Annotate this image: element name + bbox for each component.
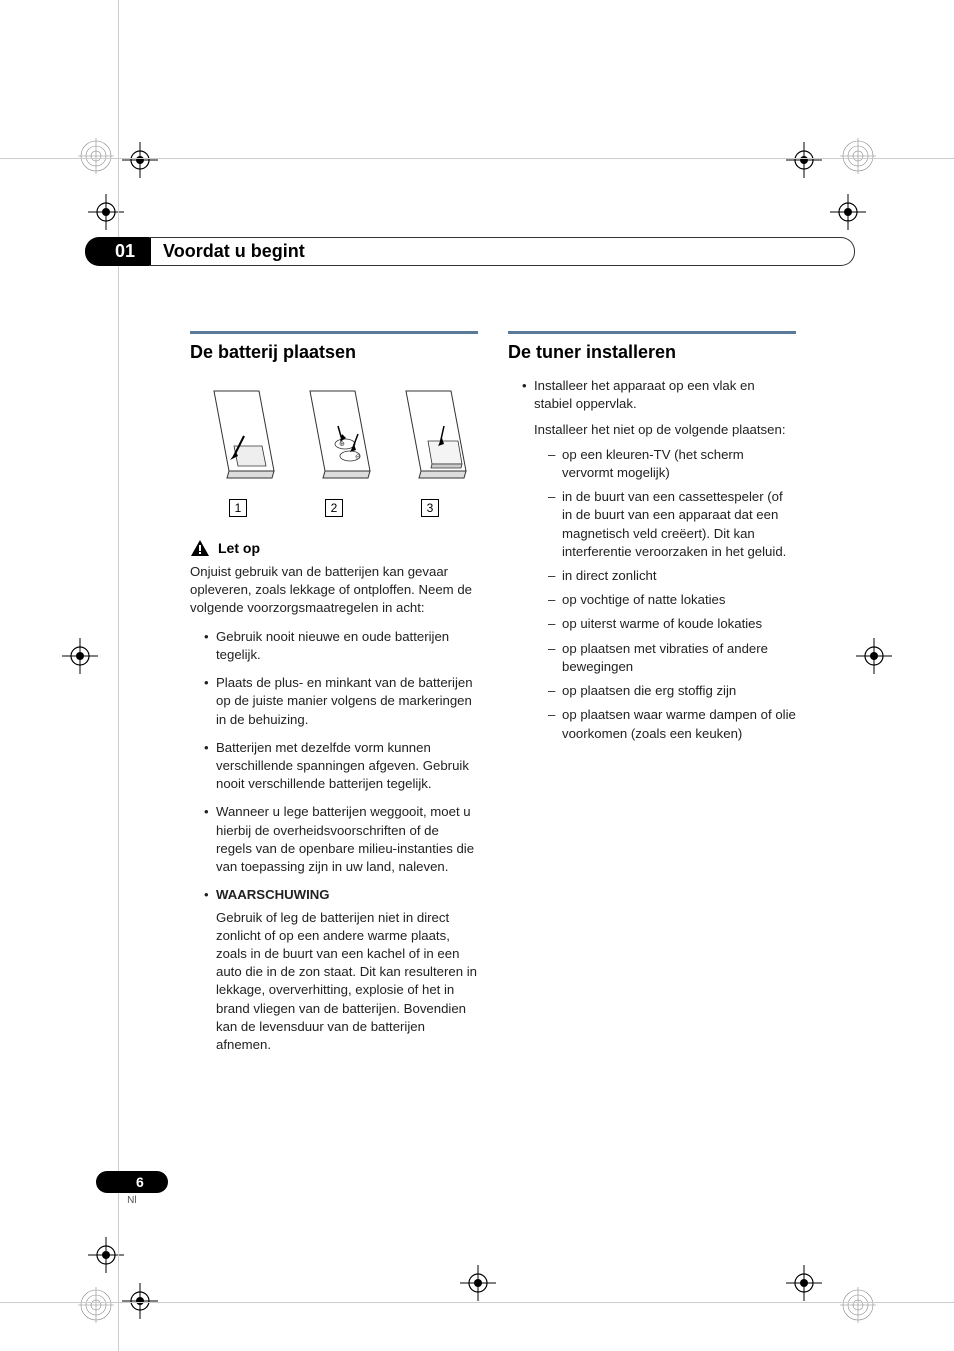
step-number: 3 <box>421 499 439 517</box>
list-item: op plaatsen die erg stoffig zijn <box>548 682 796 700</box>
diagram-step-1: 1 <box>196 380 280 517</box>
list-item: Batterijen met dezelfde vorm kunnen vers… <box>204 739 478 794</box>
section-rule <box>190 331 478 334</box>
list-item: op plaatsen waar warme dampen of olie vo… <box>548 706 796 742</box>
caution-label: Let op <box>218 540 260 556</box>
chapter-title-container: Voordat u begint <box>149 237 855 266</box>
list-item: in de buurt van een cassettespeler (of i… <box>548 488 796 561</box>
crosshair-icon <box>856 638 892 674</box>
chapter-number-badge: 01 <box>85 237 151 266</box>
list-item: Wanneer u lege batterijen weggooit, moet… <box>204 803 478 876</box>
battery-diagram: 1 ⊕ ⊖ <box>190 377 478 517</box>
chapter-title: Voordat u begint <box>163 241 305 261</box>
guide-line <box>0 1302 954 1303</box>
install-bullet-list: Installeer het apparaat op een vlak en s… <box>508 377 796 743</box>
registration-mark-icon <box>78 138 114 174</box>
page-footer: 6 Nl <box>96 1171 168 1206</box>
caution-bullet-list: Gebruik nooit nieuwe en oude batterijen … <box>190 628 478 1055</box>
language-code: Nl <box>96 1195 168 1206</box>
list-item: op plaatsen met vibraties of andere bewe… <box>548 640 796 676</box>
warning-label: WAARSCHUWING <box>216 887 330 902</box>
list-item: Plaats de plus- en minkant van de batter… <box>204 674 478 729</box>
diagram-step-3: 3 <box>388 380 472 517</box>
remote-illustration-icon: ⊕ ⊖ <box>292 380 376 495</box>
svg-text:⊖: ⊖ <box>355 454 361 461</box>
caution-triangle-icon <box>190 539 210 557</box>
list-item: op een kleuren-TV (het scherm vervormt m… <box>548 446 796 482</box>
chapter-header: 01 Voordat u begint <box>85 237 855 266</box>
diagram-step-2: ⊕ ⊖ 2 <box>292 380 376 517</box>
crosshair-icon <box>786 1265 822 1301</box>
warning-text: Gebruik of leg de batterijen niet in dir… <box>216 909 478 1055</box>
page-content: 01 Voordat u begint De batterij plaatsen <box>85 237 855 1064</box>
crosshair-icon <box>786 142 822 178</box>
left-column: De batterij plaatsen 1 <box>190 331 478 1064</box>
step-number: 1 <box>229 499 247 517</box>
crosshair-icon <box>122 1283 158 1319</box>
dash-list: op een kleuren-TV (het scherm vervormt m… <box>534 446 796 743</box>
list-item: op vochtige of natte lokaties <box>548 591 796 609</box>
crosshair-icon <box>122 142 158 178</box>
section-heading-tuner: De tuner installeren <box>508 342 796 363</box>
step-number: 2 <box>325 499 343 517</box>
bullet-text: Installeer het apparaat op een vlak en s… <box>534 378 755 411</box>
crosshair-icon <box>460 1265 496 1301</box>
remote-illustration-icon <box>196 380 280 495</box>
remote-illustration-icon <box>388 380 472 495</box>
page-number-badge: 6 <box>96 1171 168 1193</box>
list-item-warning: WAARSCHUWING Gebruik of leg de batterije… <box>204 886 478 1054</box>
list-item: Installeer het apparaat op een vlak en s… <box>522 377 796 743</box>
section-heading-battery: De batterij plaatsen <box>190 342 478 363</box>
list-item: Gebruik nooit nieuwe en oude batterijen … <box>204 628 478 664</box>
svg-text:⊕: ⊕ <box>339 441 345 448</box>
caution-header: Let op <box>190 539 478 557</box>
content-columns: De batterij plaatsen 1 <box>85 331 855 1064</box>
registration-mark-icon <box>840 1287 876 1323</box>
right-column: De tuner installeren Installeer het appa… <box>508 331 796 1064</box>
section-rule <box>508 331 796 334</box>
registration-mark-icon <box>840 138 876 174</box>
guide-line <box>0 158 954 159</box>
bullet-sub-text: Installeer het niet op de volgende plaat… <box>534 421 796 439</box>
list-item: in direct zonlicht <box>548 567 796 585</box>
caution-intro: Onjuist gebruik van de batterijen kan ge… <box>190 563 478 618</box>
crosshair-icon <box>830 194 866 230</box>
registration-mark-icon <box>78 1287 114 1323</box>
list-item: op uiterst warme of koude lokaties <box>548 615 796 633</box>
